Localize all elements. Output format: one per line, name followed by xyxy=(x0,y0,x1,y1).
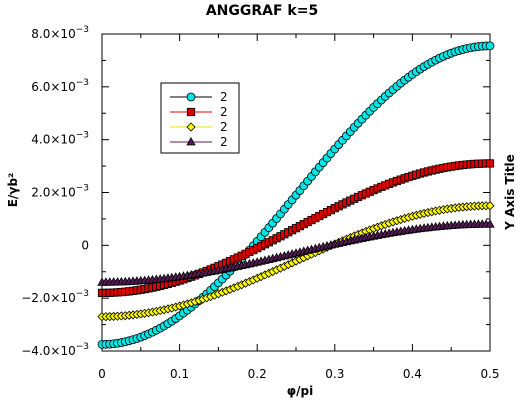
y-tick-label: 2.0×10−3 xyxy=(31,184,89,200)
legend-marker xyxy=(186,136,196,146)
x-tick-label: 0.2 xyxy=(248,367,267,381)
legend-marker xyxy=(186,122,196,132)
legend-entry: 2 xyxy=(170,120,228,134)
x-tick-label: 0.4 xyxy=(403,367,422,381)
axis-ticks xyxy=(101,33,491,352)
data-point xyxy=(485,201,495,211)
legend-marker xyxy=(186,92,196,102)
legend-label: 2 xyxy=(220,120,228,134)
legend-label: 2 xyxy=(220,135,228,149)
y-tick-labels: −4.0×10−3 −2.0×10−3 0 2.0×10−3 4.0×10−3 6.0×1… xyxy=(21,25,89,358)
series-circle xyxy=(97,41,495,349)
legend-marker xyxy=(186,107,196,117)
x-tick-label: 0.3 xyxy=(325,367,344,381)
y-tick-label: 4.0×10−3 xyxy=(31,131,89,147)
data-point xyxy=(485,41,495,51)
legend-label: 2 xyxy=(220,90,228,104)
series-diamond xyxy=(97,201,495,322)
y2-axis-title: Y Axis Title xyxy=(503,154,517,231)
chart-title: ANGGRAF k=5 xyxy=(206,3,318,19)
x-tick-label: 0.5 xyxy=(480,367,499,381)
series-triangle xyxy=(97,219,495,286)
data-point xyxy=(485,159,495,168)
y-axis-title: E/γb² xyxy=(6,173,20,208)
legend-entry: 2 xyxy=(170,90,228,104)
legend-entry: 2 xyxy=(170,135,228,149)
y-tick-label: −2.0×10−3 xyxy=(21,289,89,305)
y-tick-label: −4.0×10−3 xyxy=(21,342,89,358)
x-tick-labels: 0 0.1 0.2 0.3 0.4 0.5 xyxy=(98,367,499,381)
x-axis-title: φ/pi xyxy=(287,384,313,398)
legend-box xyxy=(160,82,240,154)
legend-label: 2 xyxy=(220,105,228,119)
y-tick-label: 0 xyxy=(81,238,89,252)
series-layer xyxy=(97,41,495,349)
series-square xyxy=(97,159,495,297)
legend-entry: 2 xyxy=(170,105,228,119)
y-tick-label: 8.0×10−3 xyxy=(31,25,89,41)
x-tick-label: 0.1 xyxy=(170,367,189,381)
y-tick-label: 6.0×10−3 xyxy=(31,78,89,94)
data-point xyxy=(485,219,495,228)
x-tick-label: 0 xyxy=(98,367,106,381)
